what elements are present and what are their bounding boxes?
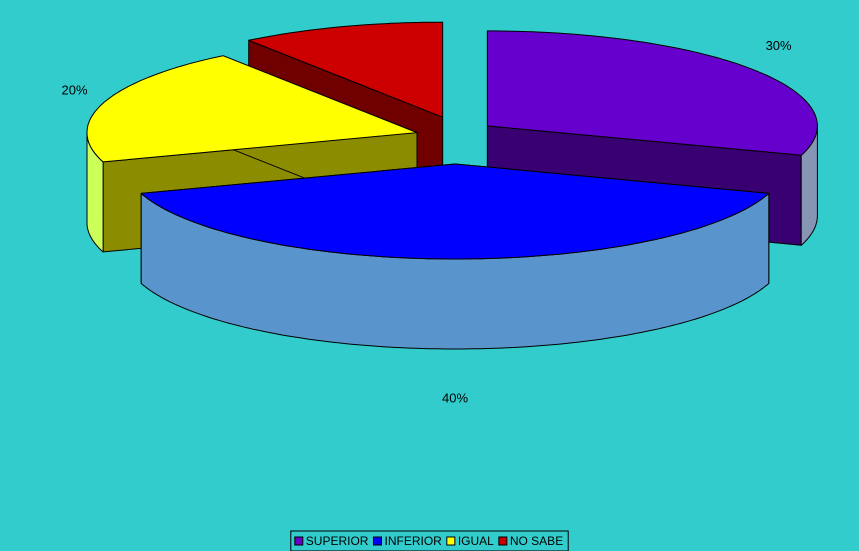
slice <box>86 55 418 163</box>
data-label: 40% <box>442 390 468 405</box>
slice-group <box>140 163 770 350</box>
data-label: 20% <box>62 82 88 97</box>
slice <box>248 21 444 118</box>
legend-swatch <box>294 536 304 546</box>
legend-swatch <box>446 536 456 546</box>
slice <box>140 163 770 260</box>
legend: SUPERIOR INFERIOR IGUAL NO SABE <box>290 530 569 551</box>
data-label: 30% <box>766 38 792 53</box>
legend-label: SUPERIOR <box>306 534 369 548</box>
slice <box>486 30 818 156</box>
legend-label: IGUAL <box>458 534 494 548</box>
legend-label: NO SABE <box>510 534 563 548</box>
legend-swatch <box>372 536 382 546</box>
legend-label: INFERIOR <box>384 534 442 548</box>
legend-box <box>290 530 569 551</box>
legend-swatch <box>498 536 508 546</box>
